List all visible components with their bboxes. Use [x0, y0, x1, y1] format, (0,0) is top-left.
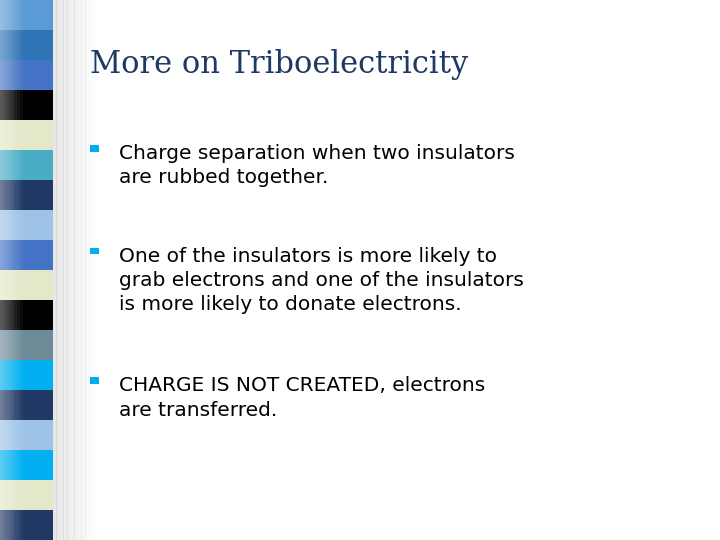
Bar	[0, 210, 53, 240]
Bar	[0, 240, 53, 270]
Bar	[6, 0, 9, 540]
Bar	[0, 60, 53, 90]
Bar	[71, 0, 75, 540]
Text: CHARGE IS NOT CREATED, electrons
are transferred.: CHARGE IS NOT CREATED, electrons are tra…	[119, 376, 485, 420]
Bar	[92, 0, 96, 540]
Bar	[0, 180, 53, 210]
Bar	[78, 0, 82, 540]
Bar	[0, 510, 53, 540]
Bar	[81, 0, 86, 540]
Bar	[0, 90, 53, 120]
Bar	[89, 0, 93, 540]
Bar	[90, 145, 99, 152]
Text: One of the insulators is more likely to
grab electrons and one of the insulators: One of the insulators is more likely to …	[119, 247, 523, 314]
Bar	[56, 0, 60, 540]
Bar	[0, 120, 53, 150]
Bar	[0, 420, 53, 450]
Bar	[90, 248, 99, 254]
Bar	[3, 0, 6, 540]
Text: More on Triboelectricity: More on Triboelectricity	[90, 49, 468, 79]
Bar	[0, 0, 3, 540]
Bar	[60, 0, 64, 540]
Bar	[14, 0, 17, 540]
Bar	[0, 450, 53, 480]
Bar	[53, 0, 57, 540]
Bar	[90, 377, 99, 384]
Bar	[0, 270, 53, 300]
Text: Charge separation when two insulators
are rubbed together.: Charge separation when two insulators ar…	[119, 144, 515, 187]
Bar	[20, 0, 23, 540]
Bar	[63, 0, 68, 540]
Bar	[0, 30, 53, 60]
Bar	[74, 0, 78, 540]
Bar	[0, 300, 53, 330]
Bar	[0, 0, 53, 30]
Bar	[0, 330, 53, 360]
Bar	[0, 150, 53, 180]
Bar	[0, 360, 53, 390]
Bar	[12, 0, 14, 540]
Bar	[85, 0, 89, 540]
Bar	[67, 0, 71, 540]
Bar	[0, 480, 53, 510]
Bar	[9, 0, 12, 540]
Bar	[17, 0, 20, 540]
Bar	[0, 390, 53, 420]
